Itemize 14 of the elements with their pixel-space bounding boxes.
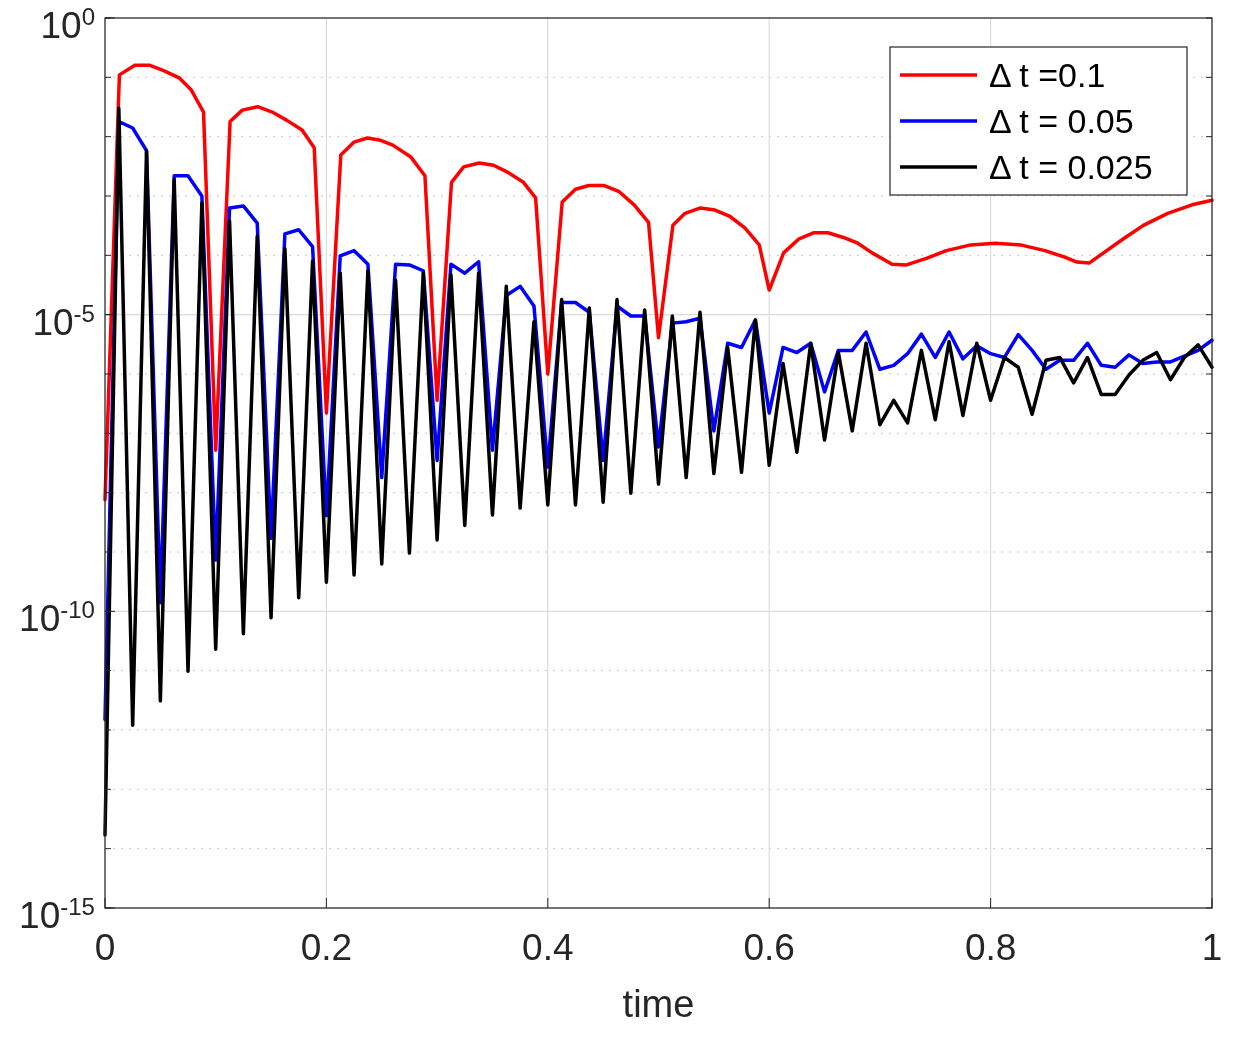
x-tick-label: 0.4 bbox=[522, 927, 574, 968]
x-tick-label: 0.8 bbox=[964, 927, 1017, 968]
y-tick-label: 10$^{-10}$ bbox=[19, 595, 95, 640]
x-tick-label: 1 bbox=[1201, 927, 1223, 968]
x-tick-label: 0.2 bbox=[300, 927, 353, 968]
x-tick-label: 0.6 bbox=[743, 927, 795, 968]
x-axis-title: time bbox=[622, 983, 695, 1025]
legend-label: Δ t = 0.05 bbox=[989, 102, 1134, 140]
y-tick-label: 10$^{-5}$ bbox=[32, 299, 95, 343]
legend-label: Δ t = 0.025 bbox=[989, 148, 1153, 186]
legend-label: Δ t =0.1 bbox=[989, 56, 1106, 94]
y-tick-label: 10$^{0}$ bbox=[40, 2, 95, 46]
x-tick-label: 0 bbox=[94, 927, 116, 968]
y-tick-label: 10$^{-15}$ bbox=[19, 892, 95, 936]
